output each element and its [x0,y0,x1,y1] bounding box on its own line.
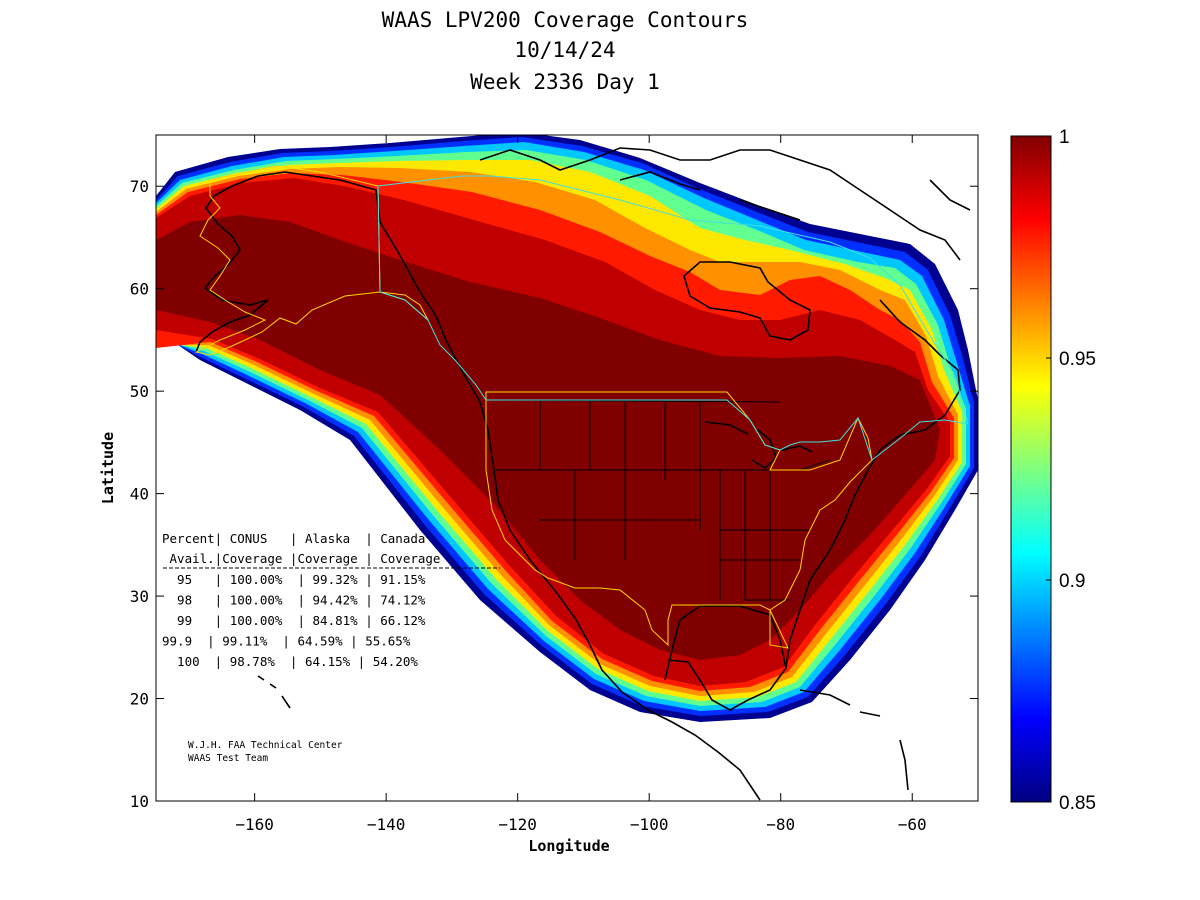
caribbean [799,689,909,791]
y-tick-label: 70 [130,177,149,196]
map-title-line-3: Week 2336 Day 1 [470,70,660,94]
colorbar [1010,135,1052,803]
canada-region-outline [377,175,969,461]
north-america-west-coast [451,351,761,801]
table-row: 99.9 | 99.11% | 64.59% | 55.65% [162,634,411,649]
alaska-coast [195,171,453,353]
contour-darkred-core [156,215,940,660]
coverage-statistics-table: Percent| CONUS | Alaska | Canada Avail.|… [162,531,500,669]
coverage-contours [156,135,978,722]
y-tick-label: 40 [130,485,149,504]
coverage-regions [194,165,969,649]
table-row: 100 | 98.78% | 64.15% | 54.20% [162,654,418,669]
y-axis-label: Latitude [99,432,117,504]
x-tick-label: −80 [766,815,795,834]
credit-line-2: WAAS Test Team [188,753,268,764]
y-tick-label: 50 [130,382,149,401]
table-header-row-2: Avail.|Coverage |Coverage | Coverage [162,551,440,566]
east-coast [785,299,961,669]
colorbar-tick-label: 0.95 [1059,349,1096,370]
colorbar-tick-label: 1 [1059,127,1070,148]
colorbar-tick-label: 0.85 [1059,793,1096,814]
hudson-bay [683,261,811,341]
state-boundaries [494,399,831,601]
credit-line-1: W.J.H. FAA Technical Center [188,740,343,751]
map-title-line-1: WAAS LPV200 Coverage Contours [381,8,749,32]
y-tick-label: 30 [130,587,149,606]
x-tick-label: −160 [235,815,274,834]
x-tick-label: −60 [898,815,927,834]
colorbar-tick-label: 0.9 [1059,571,1085,592]
hawaii [257,675,291,709]
arctic-islands [479,147,971,261]
table-row: 98 | 100.00% | 94.42% | 74.12% [162,593,426,608]
x-tick-label: −140 [367,815,406,834]
y-tick-label: 20 [130,690,149,709]
map-title-line-2: 10/14/24 [514,38,616,62]
x-axis-ticks: −160 −140 −120 −100 −80 −60 [235,135,927,834]
table-row: 95 | 100.00% | 99.32% | 91.15% [162,572,426,587]
table-row: 99 | 100.00% | 84.81% | 66.12% [162,613,426,628]
plot-frame [155,134,979,802]
conus-region-outline [485,391,873,649]
table-header-row-1: Percent| CONUS | Alaska | Canada [162,531,425,546]
coastlines [195,147,971,801]
x-tick-label: −120 [498,815,537,834]
x-axis-label: Longitude [528,837,609,855]
y-axis-ticks: 10 20 30 40 50 60 70 [130,177,978,811]
colorbar-ticks: 1 0.95 0.9 0.85 [1046,127,1096,814]
y-tick-label: 60 [130,280,149,299]
y-tick-label: 10 [130,792,149,811]
x-tick-label: −100 [630,815,669,834]
